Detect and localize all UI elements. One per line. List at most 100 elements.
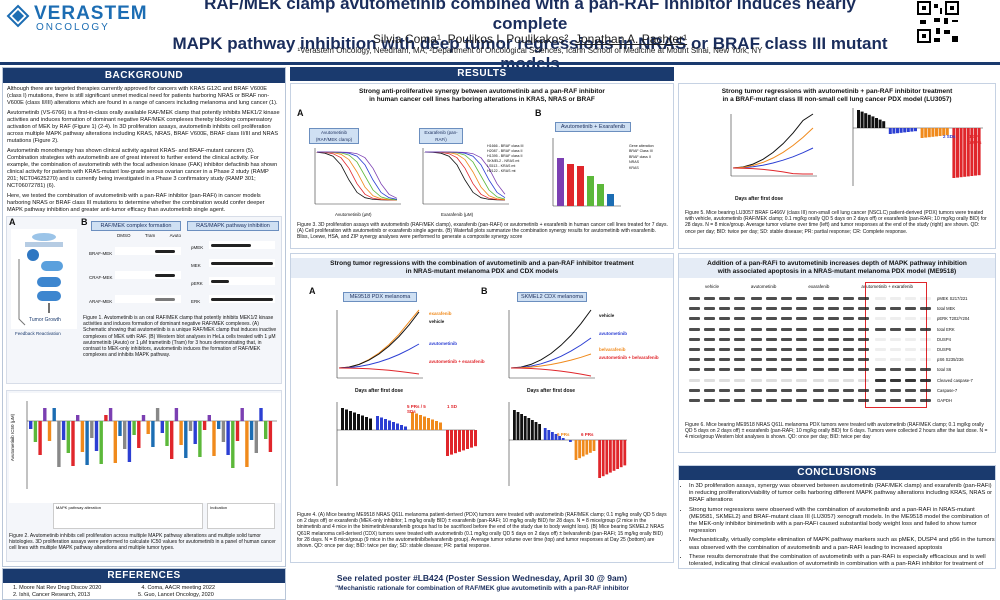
waterfall-bar: [411, 412, 414, 430]
fig6-blot-band: [890, 399, 901, 402]
waterfall-bar: [435, 421, 438, 430]
figure-1-label-a: A: [9, 217, 16, 227]
waterfall-bar: [388, 420, 391, 430]
fig6-blot-band: [890, 348, 901, 351]
blot-label: MEK: [191, 263, 201, 268]
fig6-blot-band: [766, 327, 777, 331]
tumor-growth-curve: [338, 343, 420, 369]
reference-4: 4. Coma, AACR meeting 2022: [141, 585, 216, 591]
tumor-growth-curve: [510, 367, 592, 377]
gene-legend: Gene alteration BRAF Class III BRAF clas…: [629, 144, 654, 171]
fig6-blot-band: [858, 358, 869, 362]
fig6-blot-band: [734, 388, 745, 392]
fig6-blot-band: [751, 378, 762, 382]
tumor-growth-curve: [510, 309, 592, 369]
figure-3-legend: H1666 - BRAF class III H2087 - BRAF clas…: [487, 144, 524, 174]
fig6-blot-band: [828, 358, 839, 362]
waterfall-bar: [520, 414, 523, 440]
figure-5-title-2: in a BRAF-mutant class III non-small cel…: [722, 96, 952, 103]
waterfall-bar: [551, 432, 554, 440]
figure-4-growth-curves: [336, 309, 595, 379]
figure-5-title-1: Strong tumor regressions with avutometin…: [721, 88, 953, 95]
fig6-blot-band: [796, 358, 807, 362]
fig6-blot-row: GAPDH: [687, 396, 987, 405]
waterfall-bar: [910, 128, 914, 132]
figure-2-bar: [29, 421, 33, 429]
conclusions-list: In 3D proliferation assays, synergy was …: [679, 483, 995, 568]
waterfall-bar: [400, 425, 403, 430]
ras-mapk-head: RAS/MAPK pathway inhibition: [187, 221, 279, 231]
fig6-blot-band: [843, 337, 854, 341]
fig6-blot-band: [734, 368, 745, 372]
fig6-blot-band: [920, 378, 931, 382]
fig6-blot-band: [905, 317, 916, 321]
fig6-blot-band: [920, 337, 931, 341]
fig6-blot-band: [719, 399, 730, 402]
figure-3-label-b: B: [535, 108, 542, 118]
waterfall-bar: [938, 128, 942, 136]
figure-2-bar: [94, 421, 99, 451]
fig6-blot-band: [813, 388, 824, 392]
waterfall-bar: [585, 440, 589, 455]
fig6-blot-band: [843, 317, 854, 321]
fig6-blot-band: [719, 317, 730, 321]
figure-2-bar: [268, 421, 273, 452]
fig6-blot-band: [704, 297, 715, 300]
gene-legend-entry: BRAF class II: [629, 154, 651, 159]
fig6-blot-band: [890, 358, 901, 362]
waterfall-bar: [914, 128, 917, 132]
figure-3-dose-curves: [314, 148, 509, 205]
fig6-blot-band: [875, 337, 886, 341]
waterfall-bar: [547, 430, 551, 440]
waterfall-bar: [899, 128, 903, 133]
series-label: exarafenib: [429, 311, 452, 316]
fig6-blot-band: [751, 297, 762, 300]
raf-mek-complex-head: RAF/MEK complex formation: [91, 221, 181, 231]
fig4-series-labels-b: vehicle avutometinib belvarafenib avutom…: [599, 312, 659, 362]
figure-3-title-1: Strong anti-proliferative synergy betwee…: [359, 88, 605, 95]
fig6-blot-row: total MEK: [687, 304, 987, 313]
fig6-blot-band: [905, 348, 916, 351]
synergy-bar: [607, 194, 614, 206]
feedback-label: Feedback Reactivation: [15, 331, 61, 336]
waterfall-bar: [896, 128, 899, 134]
waterfall-bar: [924, 128, 928, 138]
figure-2-legend: MAPK pathway alteration: [53, 503, 203, 529]
fig6-blot-band: [858, 297, 869, 300]
fig6-blot-band: [781, 368, 792, 372]
waterfall-bar: [470, 430, 473, 448]
fig6-blot-band: [704, 368, 715, 372]
figure-2-ylabel: Avutometinib IC50 (μM): [10, 413, 16, 462]
skmel2-box: SKMEL2 CDX melanoma: [517, 292, 587, 302]
fig6-blot-label: Cleaved caspase-7: [937, 377, 973, 383]
waterfall-bar: [920, 128, 924, 138]
me9518-box: ME9518 PDX melanoma: [343, 292, 417, 302]
figure-6-title: Addition of a pan-RAFi to avutometinib i…: [679, 258, 995, 278]
synergy-bar: [567, 164, 574, 206]
waterfall-bar: [431, 419, 434, 430]
fig6-blot-band: [719, 297, 730, 300]
fig6-blot-band: [875, 297, 886, 300]
waterfall-bar: [423, 416, 426, 430]
waterfall-bar: [361, 415, 364, 430]
fig6-blot-band: [704, 388, 715, 392]
synergy-bar: [597, 184, 604, 206]
figure-2-bar: [66, 421, 70, 453]
fig6-blot-band: [920, 348, 931, 351]
tumor-growth-curve: [510, 353, 592, 369]
figure-2-bar: [259, 408, 263, 421]
waterfall-bar: [341, 408, 344, 430]
fig6-blot-band: [734, 317, 745, 321]
gene-legend-entry: NRAS: [629, 160, 639, 165]
blot-row: [115, 295, 181, 303]
qr-code-icon[interactable]: [916, 0, 960, 44]
fig6-blot-band: [858, 368, 869, 372]
fig6-blot-band: [689, 358, 700, 362]
fig6-blot-label: total MEK: [937, 306, 956, 312]
group-label: exarafenib: [808, 284, 830, 289]
tumor-growth-curve: [338, 309, 420, 369]
waterfall-bar: [871, 116, 875, 128]
fig6-blot-band: [781, 307, 792, 311]
col-label-tram: Tram: [144, 233, 156, 238]
fig6-blot-band: [751, 348, 762, 351]
